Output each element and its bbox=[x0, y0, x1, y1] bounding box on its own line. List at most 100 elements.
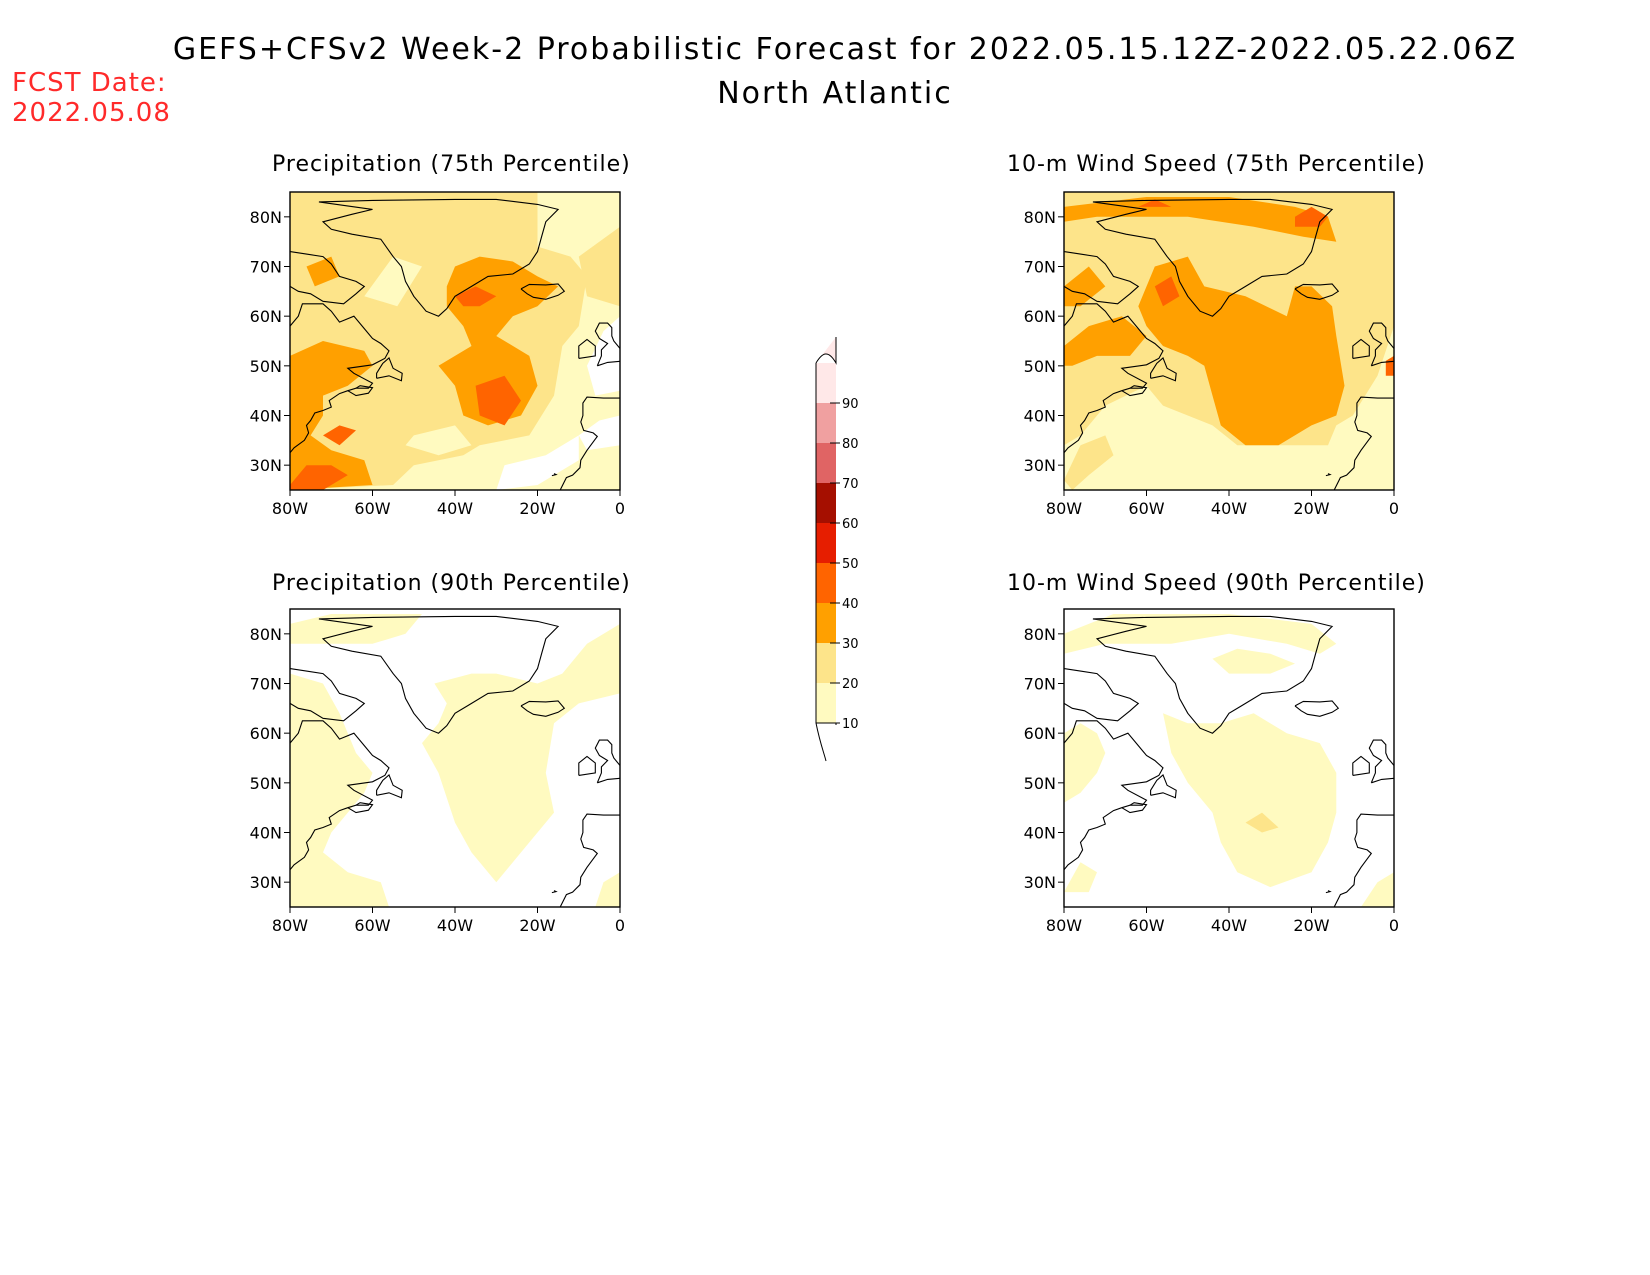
lon-tick-label: 80W bbox=[1046, 499, 1082, 518]
map-precip75: 80N 70N 60N 50N 40N 30N 80W 60W 40W 20W 0 bbox=[250, 191, 625, 518]
contour-region bbox=[290, 341, 373, 490]
coastline bbox=[1064, 668, 1140, 722]
coastline bbox=[1325, 890, 1332, 894]
colorbar-swatch bbox=[816, 683, 836, 723]
lat-tick-label: 60N bbox=[1024, 724, 1056, 743]
contour-region bbox=[595, 872, 620, 907]
lat-tick-label: 80N bbox=[250, 625, 282, 644]
lat-tick-label: 40N bbox=[1024, 824, 1056, 843]
contour-region bbox=[422, 623, 620, 883]
coastline bbox=[1121, 802, 1148, 814]
contour-region bbox=[1064, 316, 1147, 366]
contour-region bbox=[1385, 355, 1394, 376]
colorbar-swatch bbox=[816, 603, 836, 643]
coastline bbox=[551, 890, 558, 894]
map-precip90: 80N 70N 60N 50N 40N 30N 80W 60W 40W 20W 0 bbox=[250, 608, 625, 935]
panel-title-wind75: 10-m Wind Speed (75th Percentile) bbox=[1007, 152, 1426, 177]
contour-region bbox=[1138, 199, 1172, 207]
colorbar-swatch bbox=[816, 483, 836, 523]
lon-tick-label: 0 bbox=[615, 499, 625, 518]
lat-tick-label: 70N bbox=[250, 258, 282, 277]
contour-region bbox=[1361, 872, 1394, 907]
contour-region bbox=[1064, 266, 1106, 307]
coastline bbox=[376, 773, 403, 799]
coastline bbox=[559, 813, 620, 907]
contour-region bbox=[364, 256, 422, 307]
lon-tick-label: 0 bbox=[615, 916, 625, 935]
lat-tick-label: 40N bbox=[250, 407, 282, 426]
colorbar-swatch bbox=[816, 403, 836, 443]
contour-region bbox=[475, 375, 521, 426]
coastline bbox=[1064, 720, 1164, 898]
fcst-date-value: 2022.05.08 bbox=[12, 98, 171, 128]
contour-region bbox=[578, 226, 620, 307]
lat-tick-label: 30N bbox=[250, 456, 282, 475]
colorbar-label: 70 bbox=[842, 477, 859, 492]
lon-tick-label: 20W bbox=[519, 916, 555, 935]
coastline bbox=[376, 356, 403, 382]
lat-tick-label: 70N bbox=[250, 675, 282, 694]
lat-tick-label: 40N bbox=[250, 824, 282, 843]
lat-tick-label: 50N bbox=[1024, 774, 1056, 793]
colorbar-swatch bbox=[816, 523, 836, 563]
coastline bbox=[520, 700, 566, 717]
lon-tick-label: 40W bbox=[1211, 916, 1247, 935]
colorbar-label: 10 bbox=[842, 717, 859, 732]
colorbar-label: 50 bbox=[842, 557, 859, 572]
lon-tick-label: 40W bbox=[437, 916, 473, 935]
contour-region bbox=[1245, 812, 1279, 833]
coastline bbox=[1064, 303, 1164, 481]
colorbar-swatch bbox=[816, 643, 836, 683]
coastline bbox=[1333, 813, 1394, 907]
lon-tick-label: 40W bbox=[1211, 499, 1247, 518]
contour-region bbox=[290, 614, 422, 644]
coastline bbox=[290, 303, 390, 481]
lon-tick-label: 20W bbox=[1293, 499, 1329, 518]
lon-tick-label: 0 bbox=[1389, 916, 1399, 935]
contour-region bbox=[405, 425, 472, 456]
coastline bbox=[551, 473, 558, 477]
coastline bbox=[347, 802, 374, 814]
colorbar-label: 90 bbox=[842, 397, 859, 412]
colorbar-label: 80 bbox=[842, 437, 859, 452]
coastline bbox=[290, 720, 390, 898]
contour-region bbox=[455, 286, 497, 307]
contour-region bbox=[1064, 862, 1097, 893]
contour-region bbox=[1163, 713, 1337, 888]
lon-tick-label: 40W bbox=[437, 499, 473, 518]
colorbar: 10 20 30 40 50 60 70 80 90 bbox=[815, 337, 859, 762]
lat-tick-label: 60N bbox=[250, 307, 282, 326]
coastline bbox=[1294, 283, 1340, 300]
coastline bbox=[1150, 773, 1177, 799]
coastline bbox=[290, 251, 366, 305]
coastline bbox=[1121, 385, 1148, 397]
colorbar-swatch bbox=[816, 443, 836, 483]
lat-tick-label: 40N bbox=[1024, 407, 1056, 426]
coastline bbox=[578, 755, 596, 776]
coastline bbox=[520, 283, 566, 300]
coastline bbox=[1294, 700, 1340, 717]
lon-tick-label: 20W bbox=[1293, 916, 1329, 935]
region-subtitle: North Atlantic bbox=[717, 76, 953, 111]
coastline bbox=[1150, 356, 1177, 382]
coastline bbox=[1368, 322, 1394, 367]
lat-tick-label: 60N bbox=[250, 724, 282, 743]
lon-tick-label: 0 bbox=[1389, 499, 1399, 518]
contour-region bbox=[1154, 276, 1180, 307]
coastline bbox=[1064, 251, 1140, 305]
contour-region bbox=[1138, 256, 1345, 446]
lat-tick-label: 30N bbox=[1024, 873, 1056, 892]
colorbar-swatch bbox=[816, 563, 836, 603]
contour-region bbox=[1064, 723, 1106, 803]
lon-tick-label: 80W bbox=[1046, 916, 1082, 935]
colorbar-label: 30 bbox=[842, 637, 859, 652]
lat-tick-label: 50N bbox=[250, 774, 282, 793]
lat-tick-label: 50N bbox=[250, 357, 282, 376]
panel-title-wind90: 10-m Wind Speed (90th Percentile) bbox=[1007, 571, 1426, 596]
coastline bbox=[578, 338, 596, 359]
coastline bbox=[1325, 473, 1332, 477]
contour-region bbox=[323, 425, 356, 446]
contour-region bbox=[1212, 648, 1295, 674]
lat-tick-label: 30N bbox=[1024, 456, 1056, 475]
fcst-date-label: FCST Date: bbox=[12, 68, 167, 98]
